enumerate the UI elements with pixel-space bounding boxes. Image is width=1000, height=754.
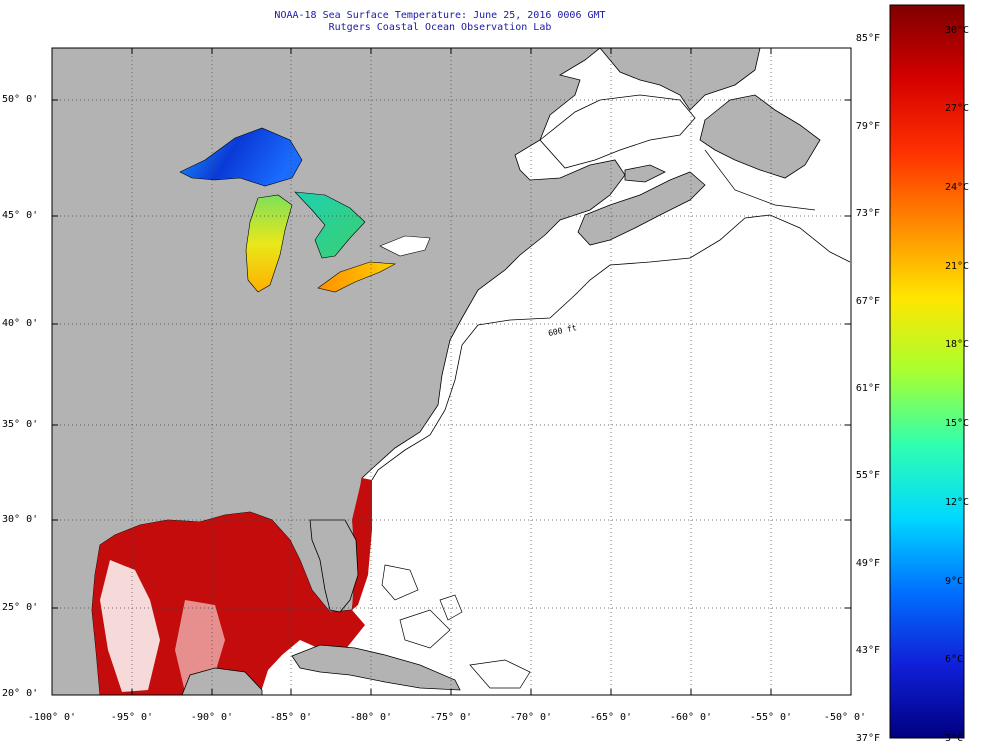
colorbar-c-9: 9°C [945,576,964,587]
lat-label-25: 25° 0' [2,602,39,613]
colorbar-f-73: 73°F [855,208,880,219]
lon-label-neg70: -70° 0' [509,712,553,723]
gulf-of-mexico-sst [92,512,365,695]
map-ticks [52,48,851,695]
lon-label-neg95: -95° 0' [110,712,154,723]
lon-label-neg65: -65° 0' [589,712,633,723]
canyon-contour-2 [704,149,816,211]
lat-label-20: 20° 0' [2,688,39,699]
colorbar-c-3: 3°C [945,733,964,744]
colorbar-c-15: 15°C [945,418,970,429]
colorbar-c-6: 6°C [945,654,964,665]
labrador-land [599,48,761,111]
colorbar-c-18: 18°C [945,339,970,350]
colorbar-c-27: 27°C [945,103,970,114]
lon-label-neg75: -75° 0' [429,712,473,723]
lat-label-50: 50° 0' [2,94,39,105]
lake-erie [317,261,397,293]
lon-label-neg55: -55° 0' [749,712,793,723]
lake-michigan [245,194,293,293]
colorbar-c-21: 21°C [945,261,970,272]
florida-peninsula-land [309,519,359,613]
yucatan-land [181,667,263,695]
colorbar-f-85: 85°F [855,33,880,44]
map-title: NOAA-18 Sea Surface Temperature: June 25… [274,10,606,21]
colorbar-f-61: 61°F [855,383,880,394]
colorbar-f-79: 79°F [855,121,880,132]
cold-patch-sst [100,560,160,692]
colorbar-f-49: 49°F [855,558,880,569]
cuba-land [291,644,461,691]
lon-label-neg80: -80° 0' [349,712,393,723]
lake-ontario [379,235,431,257]
colorbar-f-67: 67°F [855,296,880,307]
newfoundland-land [699,94,821,179]
colorbar-c-24: 24°C [945,182,970,193]
lat-label-30: 30° 0' [2,514,39,525]
colorbar-f-37: 37°F [855,733,880,744]
lon-label-neg85: -85° 0' [269,712,313,723]
pei-land [624,164,666,183]
continental-shelf-contour [371,214,851,481]
lon-label-neg60: -60° 0' [669,712,713,723]
lat-label-35: 35° 0' [2,419,39,430]
lake-huron [294,191,366,259]
lon-label-neg100: -100° 0' [27,712,77,723]
colorbar-f-55: 55°F [855,470,880,481]
lat-label-45: 45° 0' [2,210,39,221]
map-subtitle: Rutgers Coastal Ocean Observation Lab [328,22,552,33]
lake-superior [179,127,303,187]
colorbar-c-30: 30°C [945,25,970,36]
hispaniola-outline [469,659,531,689]
gulf-st-lawrence-water [539,94,696,169]
colorbar-f-43: 43°F [855,645,880,656]
lon-label-neg90: -90° 0' [190,712,234,723]
lat-label-40: 40° 0' [2,318,39,329]
temperature-colorbar [889,4,965,739]
lon-label-neg50: -50° 0' [823,712,867,723]
bahamas-banks [381,564,463,649]
nova-scotia-land [577,171,706,246]
colorbar-c-12: 12°C [945,497,970,508]
